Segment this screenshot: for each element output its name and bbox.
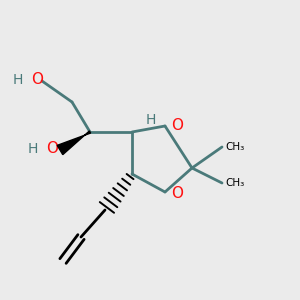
Text: O: O xyxy=(31,72,43,87)
Text: H: H xyxy=(146,113,156,127)
Text: H: H xyxy=(12,73,22,87)
Text: CH₃: CH₃ xyxy=(225,142,244,152)
Text: H: H xyxy=(28,142,38,156)
Text: O: O xyxy=(46,141,58,156)
Polygon shape xyxy=(57,131,91,154)
Text: O: O xyxy=(171,118,183,133)
Text: CH₃: CH₃ xyxy=(225,178,244,188)
Text: O: O xyxy=(171,186,183,201)
